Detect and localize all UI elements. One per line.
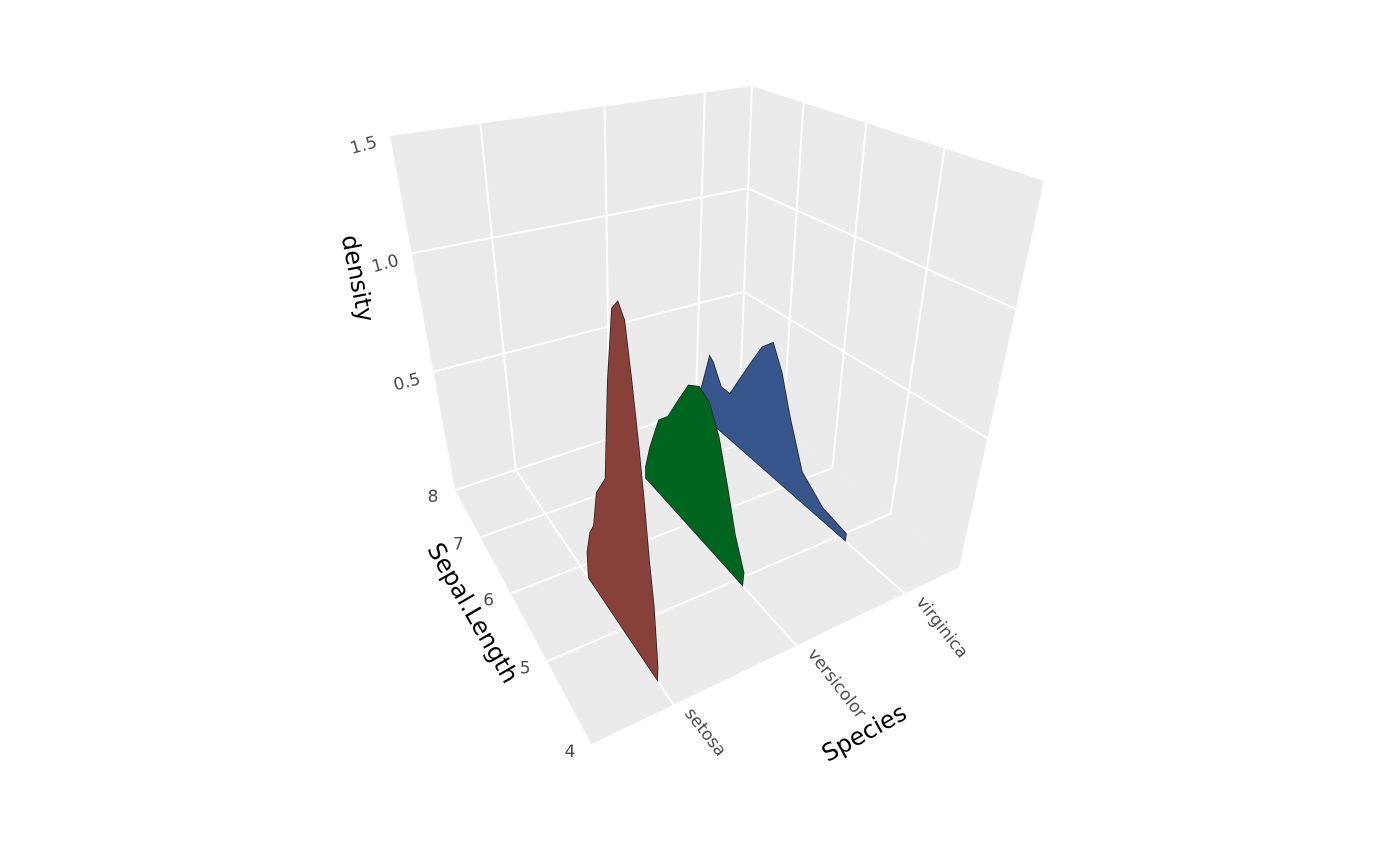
- grid-line: [781, 101, 805, 429]
- z-axis-title: density: [336, 233, 380, 325]
- x-tick-label: versicolor: [803, 645, 870, 723]
- y-tick-label: 5: [520, 658, 531, 678]
- grid-line: [591, 567, 961, 746]
- grid-line: [831, 121, 868, 468]
- grid-line: [747, 187, 1018, 311]
- z-tick-label: 1.5: [348, 133, 379, 159]
- back-wall: [390, 85, 752, 490]
- grid-line: [751, 84, 1046, 181]
- grid-line: [389, 84, 753, 136]
- grid-line: [743, 290, 989, 440]
- density-ridge: [645, 384, 745, 587]
- grid-line: [889, 147, 946, 514]
- y-tick-label: 6: [483, 591, 494, 611]
- side-wall: [740, 85, 1045, 568]
- plot-area: [586, 300, 847, 682]
- floor: [455, 395, 960, 745]
- y-tick-label: 8: [428, 487, 439, 507]
- grid-line: [739, 84, 753, 396]
- grid-line: [411, 187, 749, 255]
- category-grid-line: [694, 91, 706, 410]
- grid-line: [959, 179, 1046, 569]
- y-tick-label: 7: [453, 534, 464, 554]
- density-ridge: [586, 300, 659, 682]
- z-tick-label: 0.5: [391, 369, 422, 395]
- x-tick-label: setosa: [680, 704, 730, 760]
- density-ridge: [699, 341, 847, 542]
- grid-line: [546, 512, 892, 663]
- grid-line: [433, 290, 745, 373]
- z-tick-label: 1.0: [370, 251, 401, 277]
- grid-line: [510, 466, 833, 595]
- y-tick-label: 4: [565, 742, 576, 762]
- category-grid-line: [479, 122, 517, 470]
- panels: [389, 84, 1046, 746]
- x-tick-label: virginica: [912, 593, 972, 662]
